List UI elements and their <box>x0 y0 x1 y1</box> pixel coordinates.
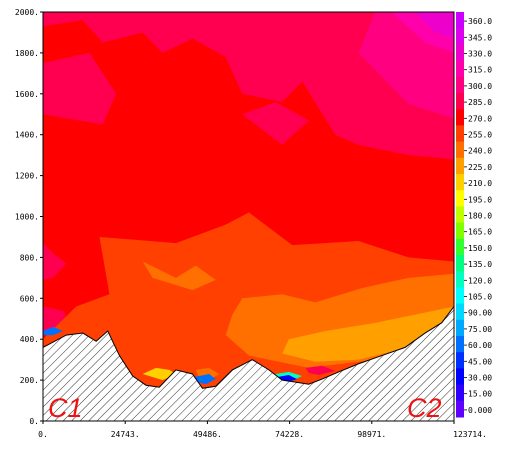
colorbar-swatch <box>456 303 464 321</box>
y-tick-label: 1800. <box>15 49 39 58</box>
field-region-light-orange <box>282 306 454 362</box>
y-tick-label: 600. <box>20 294 39 303</box>
colorbar-label: 165.0 <box>468 228 492 237</box>
field-region-magenta-mid <box>242 101 309 145</box>
field-region-valley-blue-2 <box>277 374 298 383</box>
colorbar-swatch <box>456 157 464 175</box>
colorbar-swatch <box>456 319 464 337</box>
y-tick-label: 1600. <box>15 90 39 99</box>
field-region-left-strip <box>43 243 67 280</box>
colorbar-label: 255.0 <box>468 131 492 140</box>
x-tick-label: 98971. <box>357 430 386 439</box>
colorbar-label: 90.00 <box>468 309 492 318</box>
field-region-valley-blue-1 <box>194 373 216 385</box>
colorbar-label: 135.0 <box>468 260 492 269</box>
colorbar-swatch <box>456 255 464 272</box>
colorbar-swatch <box>456 352 464 369</box>
endpoint-label-left: C1 <box>48 393 83 423</box>
colorbar-swatch <box>456 336 464 353</box>
x-tick-label: 74228. <box>275 430 304 439</box>
colorbar-swatch <box>456 44 464 62</box>
colorbar-label: 105.0 <box>468 293 492 302</box>
field-region-magenta-left <box>43 52 117 125</box>
colorbar-swatch <box>456 109 464 126</box>
terrain-layer <box>43 305 454 421</box>
y-tick-label: 1400. <box>15 131 39 140</box>
field-region-valley-magenta <box>305 365 336 375</box>
x-tick-label: 49486. <box>193 430 222 439</box>
x-tick-label: 0. <box>38 430 48 439</box>
field-region-orange-pocket-1 <box>142 261 216 291</box>
colorbar-label: 330.0 <box>468 50 492 59</box>
colorbar-swatch <box>456 238 464 256</box>
colorbar-swatch <box>456 125 464 143</box>
colorbar-label: 30.00 <box>468 374 492 383</box>
colorbar-label: 315.0 <box>468 66 492 75</box>
colorbar-label: 225.0 <box>468 163 492 172</box>
colorbar-label: 75.00 <box>468 325 492 334</box>
colorbar-swatch <box>456 141 464 159</box>
colorbar-swatch <box>456 93 464 110</box>
colorbar-swatch <box>456 368 464 386</box>
y-tick-label: 0. <box>29 417 39 426</box>
colorbar-swatch <box>456 190 464 207</box>
colorbar-label: 60.00 <box>468 341 492 350</box>
colorbar-label: 15.00 <box>468 390 492 399</box>
y-tick-label: 2000. <box>15 8 39 17</box>
colorbar-label: 120.0 <box>468 276 492 285</box>
y-tick-label: 1000. <box>15 213 39 222</box>
colorbar-label: 300.0 <box>468 82 492 91</box>
colorbar-label: 0.000 <box>468 406 492 415</box>
y-tick-label: 800. <box>20 253 39 262</box>
terrain-profile <box>43 305 454 421</box>
colorbar-label: 195.0 <box>468 195 492 204</box>
colorbar-label: 240.0 <box>468 147 492 156</box>
colorbar-swatch <box>456 12 464 29</box>
colorbar: 360.0 345.0 330.0 315.0 300.0 285.0 270.0 255.0… <box>456 12 492 418</box>
colorbar-label: 285.0 <box>468 98 492 107</box>
field-region-left-blue <box>43 326 63 336</box>
y-tick-label: 400. <box>20 335 39 344</box>
colorbar-swatch <box>456 60 464 78</box>
field-region-left-low <box>43 306 70 336</box>
colorbar-label: 210.0 <box>468 179 492 188</box>
field-region-upper-corner-2 <box>415 12 454 39</box>
colorbar-label: 345.0 <box>468 33 492 42</box>
endpoint-label-right: C2 <box>407 393 442 423</box>
colorbar-swatch <box>456 174 464 191</box>
x-tick-label: 24743. <box>111 430 140 439</box>
theta-field <box>43 12 454 421</box>
y-tick-label: 1200. <box>15 172 39 181</box>
colorbar-swatch <box>456 28 464 45</box>
x-tick-label: 123714. <box>453 430 487 439</box>
colorbar-label: 45.00 <box>468 357 492 366</box>
y-tick-label: 200. <box>20 376 39 385</box>
colorbar-swatch <box>456 400 464 418</box>
colorbar-swatch <box>456 76 464 94</box>
colorbar-swatch <box>456 271 464 288</box>
colorbar-swatch <box>456 222 464 240</box>
axes: 0. 200. 400. 600. 800. 1000. 1200. 1400. 1600. 18… <box>15 8 487 439</box>
colorbar-label: 180.0 <box>468 212 492 221</box>
colorbar-swatch <box>456 206 464 224</box>
colorbar-swatch <box>456 287 464 305</box>
colorbar-swatch <box>456 384 464 402</box>
colorbar-label: 270.0 <box>468 114 492 123</box>
colorbar-label: 360.0 <box>468 17 492 26</box>
colorbar-label: 150.0 <box>468 244 492 253</box>
field-region-valley-1 <box>142 367 176 381</box>
